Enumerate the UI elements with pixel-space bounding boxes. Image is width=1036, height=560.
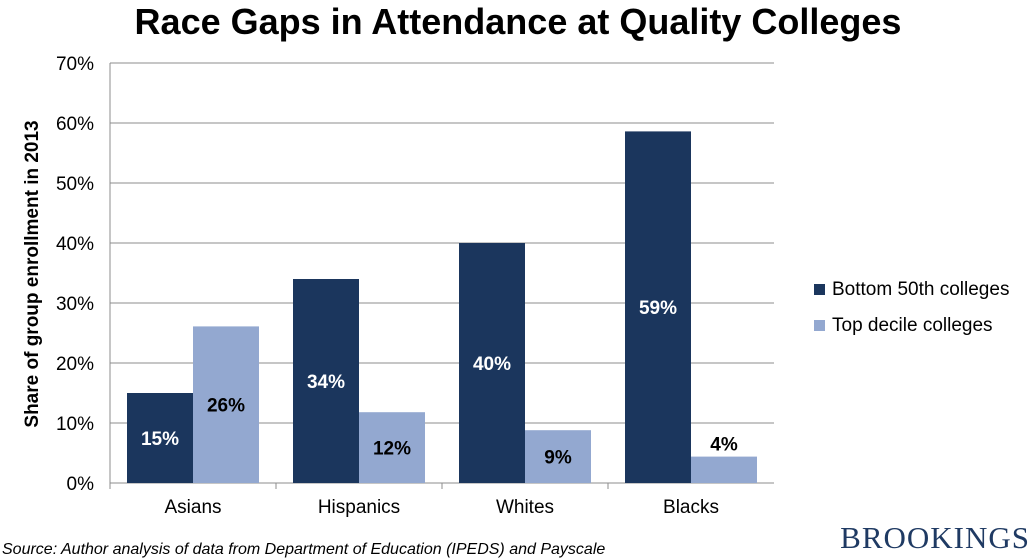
bar-bottom-50th [459,243,525,483]
data-label: 59% [639,298,677,319]
y-tick-label: 30% [56,294,94,315]
source-note: Source: Author analysis of data from Dep… [2,541,606,558]
x-tick-label: Whites [496,497,554,518]
y-tick-label: 50% [56,174,94,195]
x-tick-label: Blacks [663,497,719,518]
bar-bottom-50th [127,393,193,483]
y-tick-label: 0% [67,474,95,495]
bar-bottom-50th [293,279,359,483]
bar-bottom-50th [625,131,691,483]
tick-labels: 0% 10% 20% 30% 40% 50% 60% 70% Asians Hispanics Wh… [56,54,719,518]
legend-label: Top decile colleges [832,315,993,336]
y-tick-label: 20% [56,354,94,375]
data-label: 34% [307,372,345,393]
legend-label: Bottom 50th colleges [832,279,1009,300]
bar-top-decile [193,326,259,483]
data-label: 4% [710,435,738,456]
y-axis-label: Share of group enrollment in 2013 [22,120,43,427]
data-labels: 15% 26% 34% 12% 40% 9% 59% 4% [141,298,738,468]
data-label: 40% [473,354,511,375]
y-tick-label: 10% [56,414,94,435]
data-label: 15% [141,429,179,450]
data-label: 9% [544,448,572,469]
bar-top-decile [359,412,425,483]
y-tick-label: 40% [56,234,94,255]
bar-top-decile [691,456,757,483]
y-tick-label: 60% [56,114,94,135]
data-label: 26% [207,396,245,417]
x-tick-label: Asians [164,497,221,518]
bars [127,131,757,483]
chart-title: Race Gaps in Attendance at Quality Colle… [134,1,902,42]
x-tick-label: Hispanics [318,497,400,518]
legend-swatch [814,284,825,295]
bar-top-decile [525,430,591,483]
data-label: 12% [373,439,411,460]
y-tick-label: 70% [56,54,94,75]
legend-swatch [814,320,825,331]
brookings-logo: BROOKINGS [840,520,1030,555]
legend: Bottom 50th colleges Top decile colleges [814,279,1009,336]
